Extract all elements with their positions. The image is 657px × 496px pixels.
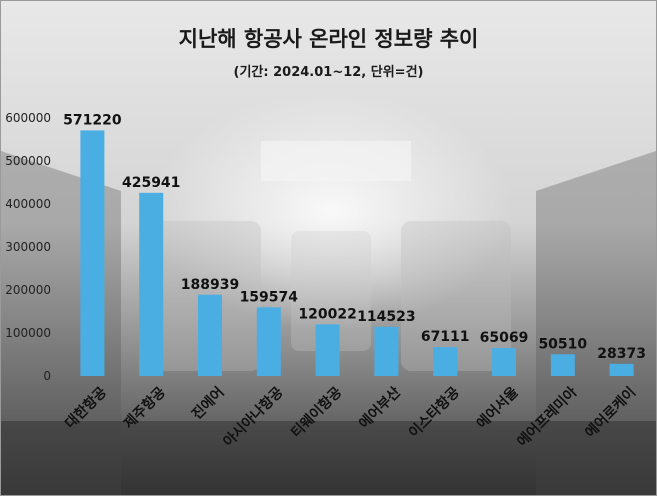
y-tick-label: 600000: [5, 111, 51, 125]
seat-center: [291, 231, 371, 351]
category-label: 에어프레미아: [514, 384, 581, 451]
bars: [80, 130, 634, 376]
category-label: 대한항공: [62, 384, 111, 433]
y-tick-label: 500000: [5, 154, 51, 168]
chart-subtitle: (기간: 2024.01~12, 단위=건): [233, 65, 424, 80]
y-tick-label: 100000: [5, 326, 51, 340]
seat-right: [401, 221, 511, 371]
chart-title: 지난해 항공사 온라인 정보량 추이: [178, 27, 479, 51]
category-label: 에어서울: [473, 384, 522, 433]
y-tick-label: 0: [43, 369, 51, 383]
bar: [550, 354, 575, 376]
data-label: 28373: [597, 346, 646, 362]
category-label: 에어로케이: [582, 384, 640, 442]
category-label: 에어부산: [356, 384, 405, 433]
category-label: 아시아나항공: [220, 384, 287, 451]
category-label: 제주항공: [120, 384, 169, 433]
bar: [374, 326, 399, 376]
y-axis-ticks: 0 100000 200000 300000 400000 500000 600000: [5, 111, 51, 383]
data-label: 50510: [538, 336, 587, 352]
category-label: 진에어: [188, 384, 227, 423]
bar: [492, 348, 516, 376]
data-label: 67111: [421, 329, 470, 345]
bar: [609, 363, 634, 376]
bar: [198, 294, 222, 376]
data-label: 114523: [357, 309, 415, 325]
data-label: 65069: [480, 330, 529, 346]
bar: [80, 130, 105, 376]
y-tick-label: 400000: [5, 197, 51, 211]
cabin-window-glow: [261, 141, 411, 181]
y-tick-label: 200000: [5, 283, 51, 297]
cabin-floor: [1, 421, 656, 495]
bar: [433, 347, 458, 376]
cabin-right-wall: [536, 151, 656, 495]
data-label: 571220: [63, 112, 122, 128]
data-label: 120022: [298, 306, 356, 322]
data-label: 425941: [122, 175, 180, 191]
data-label: 188939: [181, 277, 239, 293]
category-label: 이스타항공: [405, 384, 463, 442]
bar: [256, 307, 281, 376]
data-label: 159574: [240, 289, 299, 305]
bar: [139, 192, 164, 376]
y-tick-label: 300000: [5, 240, 51, 254]
category-label: 티웨이항공: [288, 384, 346, 442]
bar: [315, 324, 340, 376]
